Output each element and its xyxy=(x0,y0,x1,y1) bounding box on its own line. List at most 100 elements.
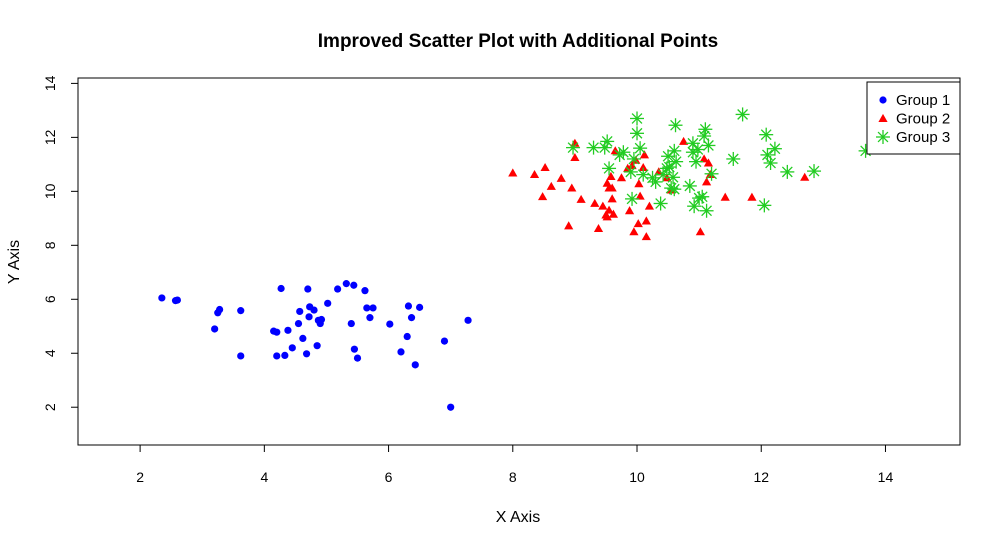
data-point xyxy=(566,140,581,155)
legend-marker xyxy=(878,113,888,122)
y-axis-label: Y Axis xyxy=(6,240,23,284)
data-point xyxy=(305,313,313,321)
data-point xyxy=(570,153,580,162)
data-point xyxy=(678,136,689,145)
data-point xyxy=(366,314,374,322)
data-point xyxy=(440,337,449,345)
data-point xyxy=(720,192,730,201)
data-point xyxy=(763,156,778,171)
x-tick-label: 14 xyxy=(878,469,894,485)
series-group-2 xyxy=(508,136,810,241)
data-point xyxy=(701,177,712,186)
y-axis: 2 4 6 8 10 12 14 xyxy=(42,75,79,411)
y-tick-label: 6 xyxy=(42,295,58,303)
data-point xyxy=(397,348,405,356)
data-point xyxy=(403,332,411,341)
data-point xyxy=(800,172,810,181)
data-point xyxy=(630,111,645,126)
data-point xyxy=(682,178,697,193)
data-point xyxy=(211,325,219,333)
data-point xyxy=(604,205,614,214)
data-point xyxy=(623,164,638,179)
data-point xyxy=(667,143,682,158)
data-point xyxy=(598,201,608,210)
data-point xyxy=(529,170,540,179)
data-point xyxy=(630,126,645,141)
data-point xyxy=(600,134,615,149)
x-tick-label: 8 xyxy=(509,469,517,485)
x-tick-label: 2 xyxy=(136,469,144,485)
data-point xyxy=(641,216,651,225)
data-point xyxy=(627,161,637,170)
data-point xyxy=(668,118,683,133)
data-point xyxy=(780,164,795,179)
data-point xyxy=(407,314,416,322)
data-point xyxy=(667,182,682,197)
chart-title: Improved Scatter Plot with Additional Po… xyxy=(318,31,718,52)
data-point xyxy=(625,191,640,206)
data-point xyxy=(767,141,782,156)
data-point xyxy=(616,173,627,182)
data-point xyxy=(404,302,413,310)
data-point xyxy=(317,315,326,324)
data-point xyxy=(704,166,719,181)
data-point xyxy=(612,147,627,162)
data-point xyxy=(369,304,377,312)
data-point xyxy=(361,287,369,295)
legend-label: Group 3 xyxy=(896,129,950,146)
data-point xyxy=(273,352,281,360)
data-point xyxy=(689,154,704,169)
data-point xyxy=(634,179,644,188)
data-point xyxy=(564,221,574,230)
series-group-1 xyxy=(158,280,472,411)
data-point xyxy=(687,199,702,214)
data-point xyxy=(662,160,677,175)
data-point xyxy=(597,140,612,155)
y-tick-label: 4 xyxy=(42,349,58,357)
data-point xyxy=(629,227,639,236)
legend-marker xyxy=(876,130,890,144)
data-point xyxy=(726,151,741,166)
data-point xyxy=(538,192,548,201)
data-point xyxy=(638,162,648,172)
data-point xyxy=(386,320,394,328)
data-point xyxy=(807,164,822,179)
data-point xyxy=(626,151,641,166)
data-point xyxy=(353,354,362,362)
data-point xyxy=(641,232,651,241)
data-point xyxy=(296,307,304,316)
data-point xyxy=(310,306,318,314)
data-point xyxy=(324,299,332,307)
data-point xyxy=(567,183,577,192)
legend-label: Group 1 xyxy=(896,92,950,109)
data-point xyxy=(644,201,655,210)
x-axis: 2 4 6 8 10 12 14 xyxy=(136,444,894,485)
data-point xyxy=(363,304,371,312)
x-axis-label: X Axis xyxy=(496,509,540,526)
data-point xyxy=(273,328,281,336)
data-point xyxy=(695,189,710,204)
data-point xyxy=(699,203,714,218)
data-point xyxy=(698,122,713,137)
data-point xyxy=(607,194,617,203)
data-point xyxy=(606,171,616,180)
data-point xyxy=(342,280,350,288)
data-point xyxy=(540,162,550,172)
x-tick-label: 4 xyxy=(260,469,268,485)
data-point xyxy=(639,150,650,159)
data-point xyxy=(546,181,556,190)
x-tick-label: 12 xyxy=(753,469,769,485)
data-point xyxy=(508,168,518,177)
data-point xyxy=(607,183,617,192)
data-point xyxy=(623,163,633,172)
data-point xyxy=(237,352,245,360)
data-point xyxy=(334,285,342,293)
data-point xyxy=(347,319,355,328)
data-point xyxy=(645,170,660,185)
data-point xyxy=(288,344,296,352)
y-tick-label: 10 xyxy=(42,183,58,199)
data-point xyxy=(690,142,705,157)
data-point xyxy=(633,219,643,228)
data-point xyxy=(608,209,619,218)
